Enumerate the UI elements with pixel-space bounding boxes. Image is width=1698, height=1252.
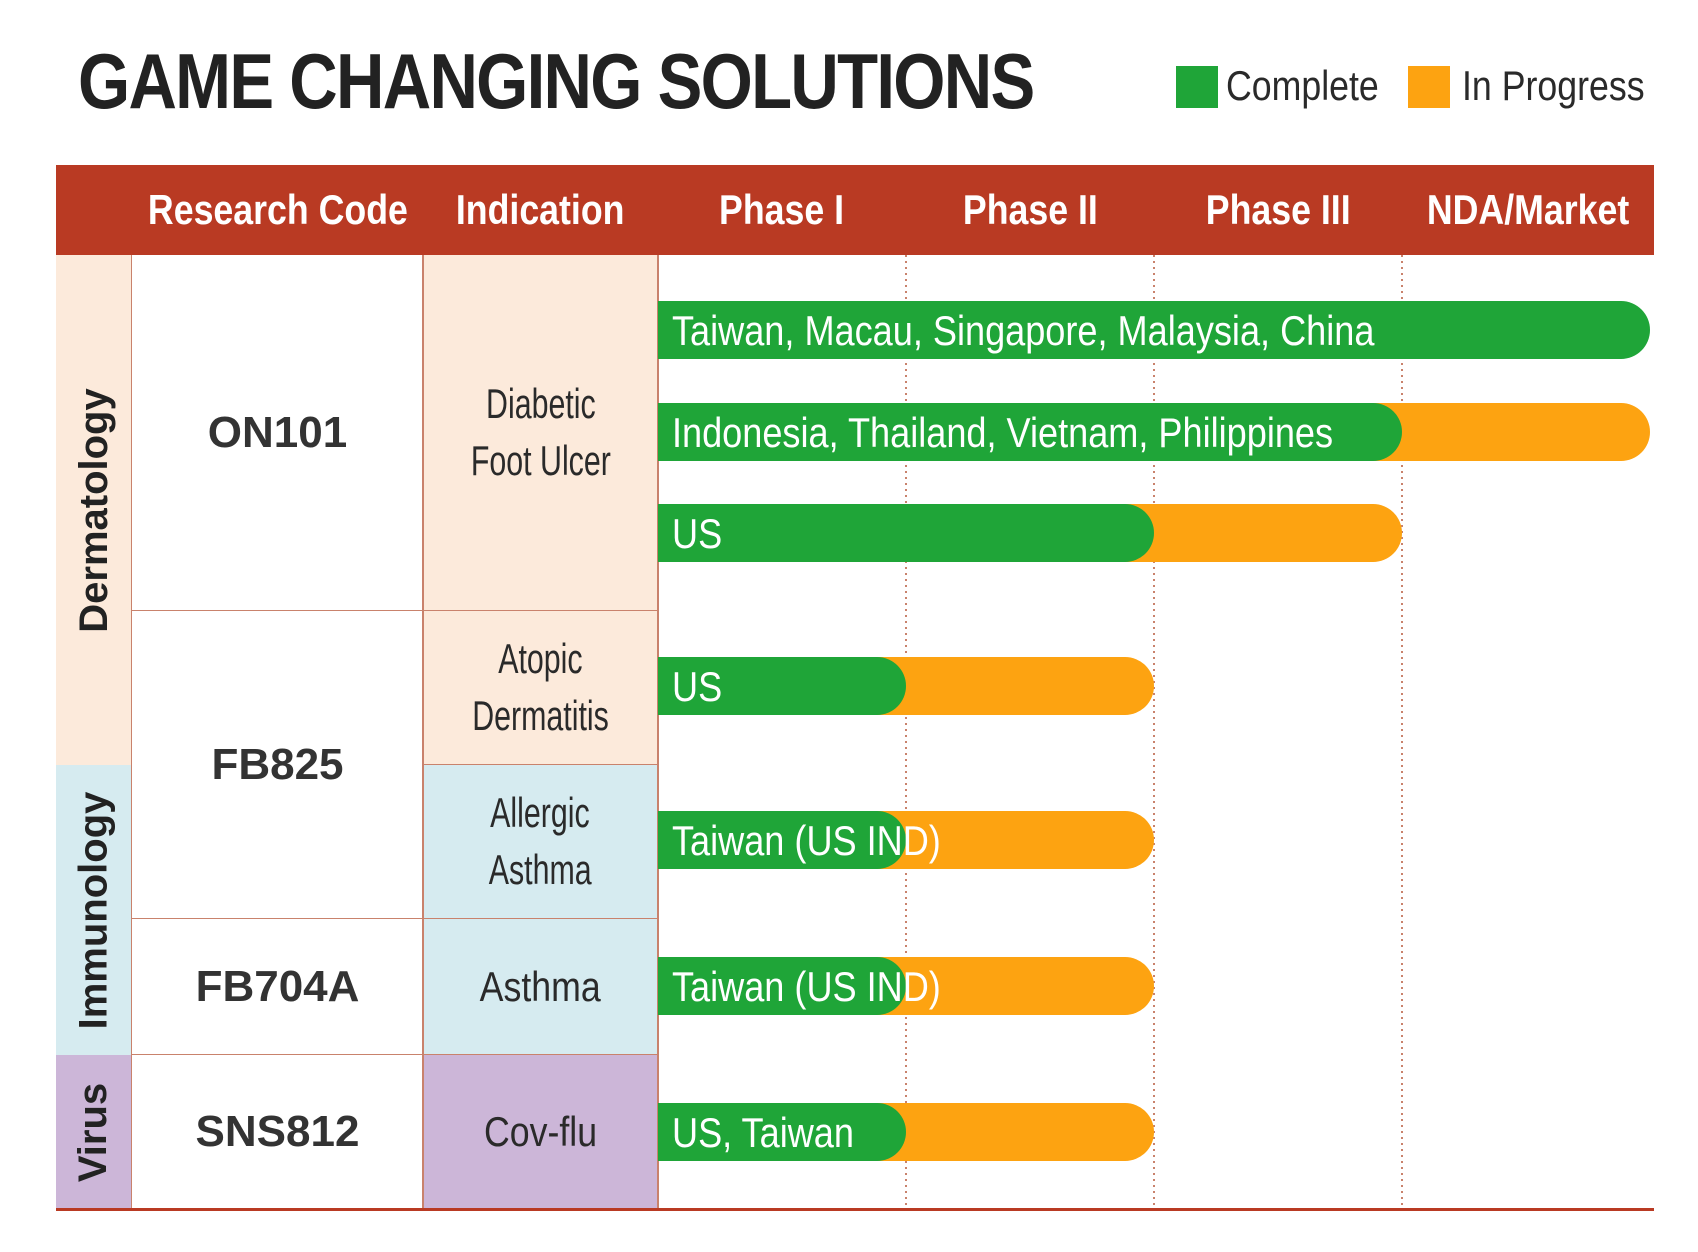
bar-in-progress [877,657,1154,715]
bar-in-progress [1125,504,1402,562]
grid-line [657,255,659,1209]
bar-complete [658,301,1650,359]
bar-in-progress [1373,403,1650,461]
research-code-on101: ON101 [132,255,423,611]
bar-label: Taiwan (US IND) [672,965,941,1011]
indication-cov-flu: Cov-flu [423,1055,658,1209]
bar-group: Taiwan, Macau, Singapore, Malaysia, Chin… [658,301,1650,359]
bar-complete [658,504,1154,562]
bar-complete [658,403,1402,461]
category-immunology: Immunology [56,765,132,1055]
grid-line [423,764,658,765]
grid-line [132,918,658,919]
research-code-sns812: SNS812 [132,1055,423,1209]
header-indication: Indication [456,186,625,233]
bar-complete [658,1103,906,1161]
chart-title: GAME CHANGING SOLUTIONS [78,37,1035,125]
legend-swatch-in-progress [1408,66,1450,108]
legend-label-in-progress: In Progress [1462,62,1645,109]
grid-line [422,255,424,1209]
bar-label: Indonesia, Thailand, Vietnam, Philippine… [672,411,1333,457]
category-virus: Virus [56,1055,132,1209]
legend: Complete In Progress [0,60,1698,112]
research-code-fb704a: FB704A [132,919,423,1055]
header-research-code: Research Code [147,186,408,233]
bar-group: Indonesia, Thailand, Vietnam, Philippine… [658,403,1650,461]
header-phase-1: Phase I [719,186,845,233]
header-phase-3: Phase III [1205,186,1351,233]
bar-complete [658,957,906,1015]
category-dermatology: Dermatology [56,255,132,765]
bar-group: US, Taiwan [658,1103,1154,1161]
table-bottom-rule [56,1208,1654,1211]
bar-in-progress [877,811,1154,869]
bar-in-progress [877,1103,1154,1161]
bar-group: Taiwan (US IND) [658,957,1154,1015]
bar-in-progress [877,957,1154,1015]
research-code-fb825: FB825 [132,611,423,919]
legend-label-complete: Complete [1226,62,1379,109]
bar-label: US [672,665,722,711]
bar-group: Taiwan (US IND) [658,811,1154,869]
bar-group: US [658,504,1402,562]
grid-line [132,1054,658,1055]
grid-line [131,255,132,1209]
bar-group: US [658,657,1154,715]
bar-label: US [672,512,722,558]
table-header: Research Code Indication Phase I Phase I… [56,165,1654,255]
grid-line [132,610,658,611]
indication-atopic-dermatitis: Atopic Dermatitis [423,611,658,765]
indication-asthma: Asthma [423,919,658,1055]
legend-swatch-complete [1176,66,1218,108]
header-phase-2: Phase II [962,186,1098,233]
bar-label: Taiwan, Macau, Singapore, Malaysia, Chin… [672,309,1375,355]
bar-complete [658,657,906,715]
header-nda-market: NDA/Market [1426,186,1630,233]
bar-label: US, Taiwan [672,1111,854,1157]
indication-allergic-asthma: Allergic Asthma [423,765,658,919]
indication-diabetic-foot-ulcer: Diabetic Foot Ulcer [423,255,658,611]
bar-complete [658,811,906,869]
bar-label: Taiwan (US IND) [672,819,941,865]
